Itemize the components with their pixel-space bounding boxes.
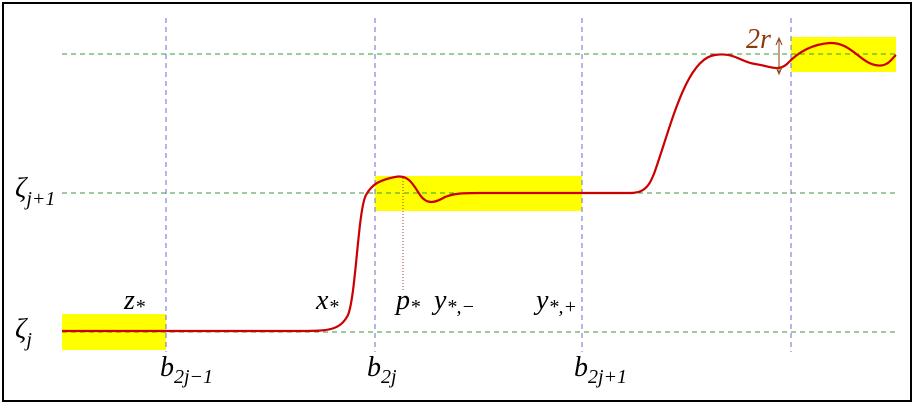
point-label: y*,+ (533, 285, 577, 318)
point-label: p* (394, 285, 420, 318)
label-sub: j+1 (23, 188, 55, 210)
annotation: 2r (746, 24, 771, 55)
label-base: p (394, 285, 410, 316)
label-base: ζ (15, 173, 28, 204)
label-base: y (533, 285, 549, 316)
radius-arrow (775, 36, 783, 76)
break-label: b2j−1 (160, 352, 213, 388)
label-sub: * (328, 296, 338, 318)
label-sub: 2j+1 (588, 366, 627, 388)
break-label: b2j+1 (574, 352, 627, 388)
label-sub: * (410, 296, 420, 318)
label-base: b (160, 352, 174, 383)
label-base: ζ (15, 314, 28, 345)
break-label: b2j (367, 352, 397, 388)
label-base: z (123, 285, 135, 316)
label-sub: *,+ (548, 296, 577, 318)
label-base: y (431, 285, 447, 316)
label-sub: j (23, 329, 32, 351)
arrow-heads (775, 36, 783, 76)
point-label: z* (123, 285, 145, 318)
label-base: x (315, 285, 329, 316)
tube (791, 37, 896, 72)
label-sub: 2j (381, 366, 397, 388)
point-label: x* (315, 285, 338, 318)
level-label: ζj+1 (15, 173, 55, 210)
label-sub: *,− (446, 296, 475, 318)
level-label: ζj (15, 314, 32, 351)
label-base: b (367, 352, 381, 383)
label-sub: * (135, 296, 145, 318)
label-base: b (574, 352, 588, 383)
point-label: y*,− (431, 285, 475, 318)
curve (62, 41, 897, 333)
label-sub: 2j−1 (174, 366, 213, 388)
